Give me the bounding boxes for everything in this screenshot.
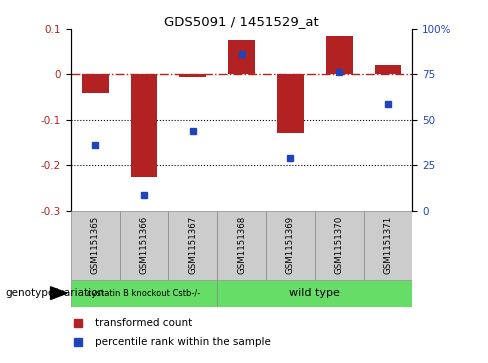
Bar — [131, 74, 157, 176]
Text: GSM1151365: GSM1151365 — [91, 216, 100, 274]
Bar — [277, 74, 304, 134]
Text: GSM1151371: GSM1151371 — [384, 216, 392, 274]
Text: GSM1151367: GSM1151367 — [188, 216, 197, 274]
Bar — [120, 211, 168, 280]
Bar — [228, 40, 255, 74]
Text: cystatin B knockout Cstb-/-: cystatin B knockout Cstb-/- — [87, 289, 201, 298]
Bar — [217, 280, 412, 307]
Bar — [168, 211, 217, 280]
Text: GSM1151368: GSM1151368 — [237, 216, 246, 274]
Polygon shape — [51, 287, 67, 299]
Text: wild type: wild type — [289, 288, 340, 298]
Bar — [82, 74, 108, 93]
Bar — [266, 211, 315, 280]
Bar — [375, 65, 401, 74]
Bar — [71, 211, 120, 280]
Bar — [315, 211, 364, 280]
Bar — [180, 74, 206, 77]
Bar — [364, 211, 412, 280]
Bar — [217, 211, 266, 280]
Text: GSM1151366: GSM1151366 — [140, 216, 148, 274]
Title: GDS5091 / 1451529_at: GDS5091 / 1451529_at — [164, 15, 319, 28]
Text: percentile rank within the sample: percentile rank within the sample — [95, 337, 270, 347]
Bar — [326, 36, 352, 74]
Text: transformed count: transformed count — [95, 318, 192, 327]
Text: GSM1151369: GSM1151369 — [286, 216, 295, 274]
Bar — [71, 280, 217, 307]
Text: GSM1151370: GSM1151370 — [335, 216, 344, 274]
Text: genotype/variation: genotype/variation — [5, 288, 104, 298]
